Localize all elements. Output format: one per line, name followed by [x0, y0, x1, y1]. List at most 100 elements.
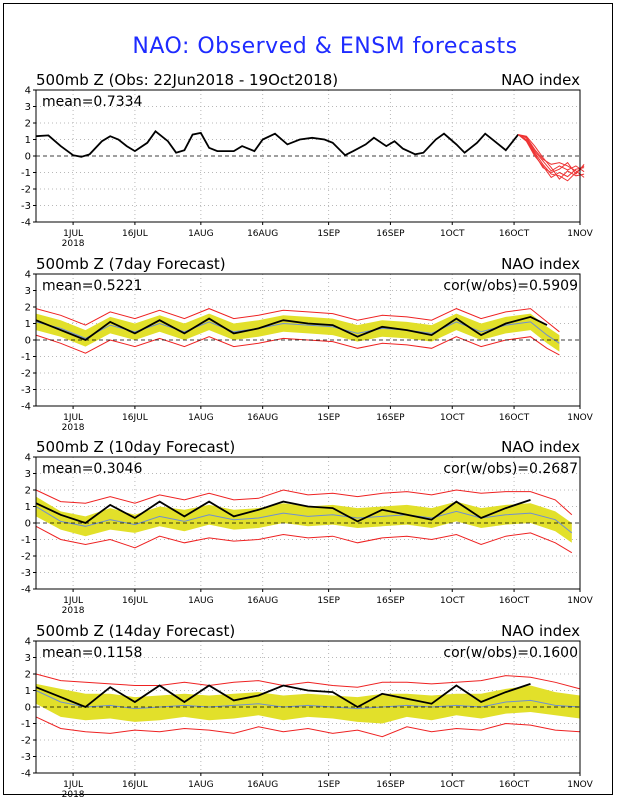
panel-4-range-lower — [35, 716, 581, 738]
panel-1-xtick-label: 1JUL — [63, 229, 83, 239]
panel-2-xtick-label: 1JUL — [63, 413, 83, 423]
panel-1-xtick-label: 1AUG — [188, 229, 213, 239]
panel-1-xtick-label: 1NOV — [567, 229, 593, 239]
panel-1-xtick-label: 1SEP — [317, 229, 340, 239]
panel-1-member-1 — [518, 134, 585, 173]
panel-2-title: 500mb Z (7day Forecast) — [36, 255, 226, 273]
panel-4-xtick-label: 1SEP — [317, 780, 340, 790]
panel-1-xtick-label: 16JUL — [122, 229, 148, 239]
panel-3-ytick-label: -3 — [21, 568, 31, 579]
panel-1-observed-line — [35, 130, 519, 158]
panel-4-ytick-label: -2 — [21, 736, 31, 747]
panel-4-xtick-label: 16AUG — [247, 780, 278, 790]
panel-2-ytick-label: 0 — [25, 336, 31, 347]
panel-4-xtick-label: 1AUG — [188, 780, 213, 790]
panel-4-title: 500mb Z (14day Forecast) — [36, 622, 235, 640]
panel-3-ytick-label: -1 — [21, 535, 31, 546]
panel-2-mean-label: mean=0.5221 — [42, 278, 142, 294]
panel-3-ytick-label: 0 — [25, 519, 31, 530]
figure-title: NAO: Observed & ENSM forecasts — [132, 34, 518, 59]
panel-4-xtick-label: 1OCT — [440, 780, 465, 790]
panel-2-ytick-label: 4 — [25, 270, 31, 281]
panel-2-ytick-label: -3 — [21, 385, 31, 396]
panel-3-xtick-label: 1AUG — [188, 596, 213, 606]
panel-1-xtick-label: 16OCT — [499, 229, 530, 239]
panel-4-mean-label: mean=0.1158 — [42, 645, 142, 661]
panel-4-xtick-label: 16OCT — [499, 780, 530, 790]
panel-2-ytick-label: 1 — [25, 319, 31, 330]
panel-4-xtick-label: 16JUL — [122, 780, 148, 790]
panel-3-xtick-label: 16SEP — [376, 596, 405, 606]
panel-1-ytick-label: 4 — [25, 86, 31, 97]
panel-1-member-5 — [518, 134, 585, 178]
panel-1-xtick-label: 1OCT — [440, 229, 465, 239]
panel-2-xtick-label: 1SEP — [317, 413, 340, 423]
figure-frame — [3, 3, 613, 795]
panel-3-ytick-label: 2 — [25, 486, 31, 497]
panel-3-spread-band — [36, 496, 572, 543]
panel-2-cor-label: cor(w/obs)=0.5909 — [443, 278, 578, 294]
panel-4-ytick-label: 2 — [25, 670, 31, 681]
panel-2-xtick-label: 1AUG — [188, 413, 213, 423]
panel-4-xtick-label: 1JUL — [63, 780, 83, 790]
panel-3-xtick-label: 16JUL — [122, 596, 148, 606]
panel-1-ytick-label: 0 — [25, 152, 31, 163]
panel-4-ytick-label: 0 — [25, 703, 31, 714]
panel-1-ytick-label: -2 — [21, 185, 31, 196]
panel-1-ytick-label: 3 — [25, 102, 31, 113]
panel-3-xtick-label: 16OCT — [499, 596, 530, 606]
panel-1-member-2 — [517, 134, 585, 179]
panel-2-range-upper — [35, 308, 560, 333]
panel-4-spread-band — [36, 683, 580, 724]
panel-4-xtick-label: 16SEP — [376, 780, 405, 790]
panel-3-ytick-label: -2 — [21, 552, 31, 563]
panel-3-xtick-label: 1NOV — [567, 596, 593, 606]
panel-2-xtick-label: 1OCT — [440, 413, 465, 423]
panel-3-range-lower — [35, 525, 573, 554]
panel-2-spread-band — [36, 313, 560, 352]
panel-1-member-6 — [517, 134, 585, 175]
panel-2-right-label: NAO index — [501, 255, 580, 273]
panel-3-mean-label: mean=0.3046 — [42, 461, 143, 477]
panel-1-title: 500mb Z (Obs: 22Jun2018 - 19Oct2018) — [36, 71, 338, 89]
panel-2-ytick-label: -1 — [21, 352, 31, 363]
panel-4-cor-label: cor(w/obs)=0.1600 — [443, 645, 578, 661]
panel-4-ytick-label: -1 — [21, 719, 31, 730]
panel-4-year-label: 2018 — [62, 790, 85, 800]
panel-3-year-label: 2018 — [62, 606, 85, 616]
panel-1-ytick-label: -4 — [21, 218, 31, 229]
panel-3-xtick-label: 16AUG — [247, 596, 278, 606]
panel-4-ensemble-mean — [35, 690, 581, 710]
panel-3-ytick-label: 1 — [25, 502, 31, 513]
panel-1-ytick-label: -3 — [21, 201, 31, 212]
panel-4-ytick-label: 4 — [25, 637, 31, 648]
panel-4-observed-line — [35, 683, 531, 709]
panel-2-xtick-label: 1NOV — [567, 413, 593, 423]
panel-1-mean-label: mean=0.7334 — [42, 94, 143, 110]
panel-1-right-label: NAO index — [501, 71, 580, 89]
panel-4-ytick-label: -4 — [21, 769, 31, 780]
panel-1-xtick-label: 16AUG — [247, 229, 278, 239]
panel-4-xtick-label: 1NOV — [567, 780, 593, 790]
panel-2-xtick-label: 16OCT — [499, 413, 530, 423]
panel-2-range-lower — [35, 334, 560, 356]
panel-4-ytick-label: 3 — [25, 653, 31, 664]
panel-3-cor-label: cor(w/obs)=0.2687 — [443, 461, 578, 477]
panel-2-ytick-label: -4 — [21, 402, 31, 413]
panel-4-range-upper — [35, 673, 581, 690]
panel-1-year-label: 2018 — [62, 239, 85, 249]
panel-3-title: 500mb Z (10day Forecast) — [36, 438, 235, 456]
panel-2-observed-line — [35, 315, 548, 342]
panel-3-observed-line — [35, 499, 531, 525]
panel-3-xtick-label: 1SEP — [317, 596, 340, 606]
panel-2-ytick-label: 3 — [25, 286, 31, 297]
panel-2-ytick-label: -2 — [21, 369, 31, 380]
panel-3-ytick-label: -4 — [21, 585, 31, 596]
panel-1-member-4 — [517, 134, 585, 182]
panel-4-right-label: NAO index — [501, 622, 580, 640]
panel-2-xtick-label: 16AUG — [247, 413, 278, 423]
panel-3-xtick-label: 1OCT — [440, 596, 465, 606]
panel-3-ytick-label: 3 — [25, 469, 31, 480]
panel-1-ytick-label: 1 — [25, 135, 31, 146]
